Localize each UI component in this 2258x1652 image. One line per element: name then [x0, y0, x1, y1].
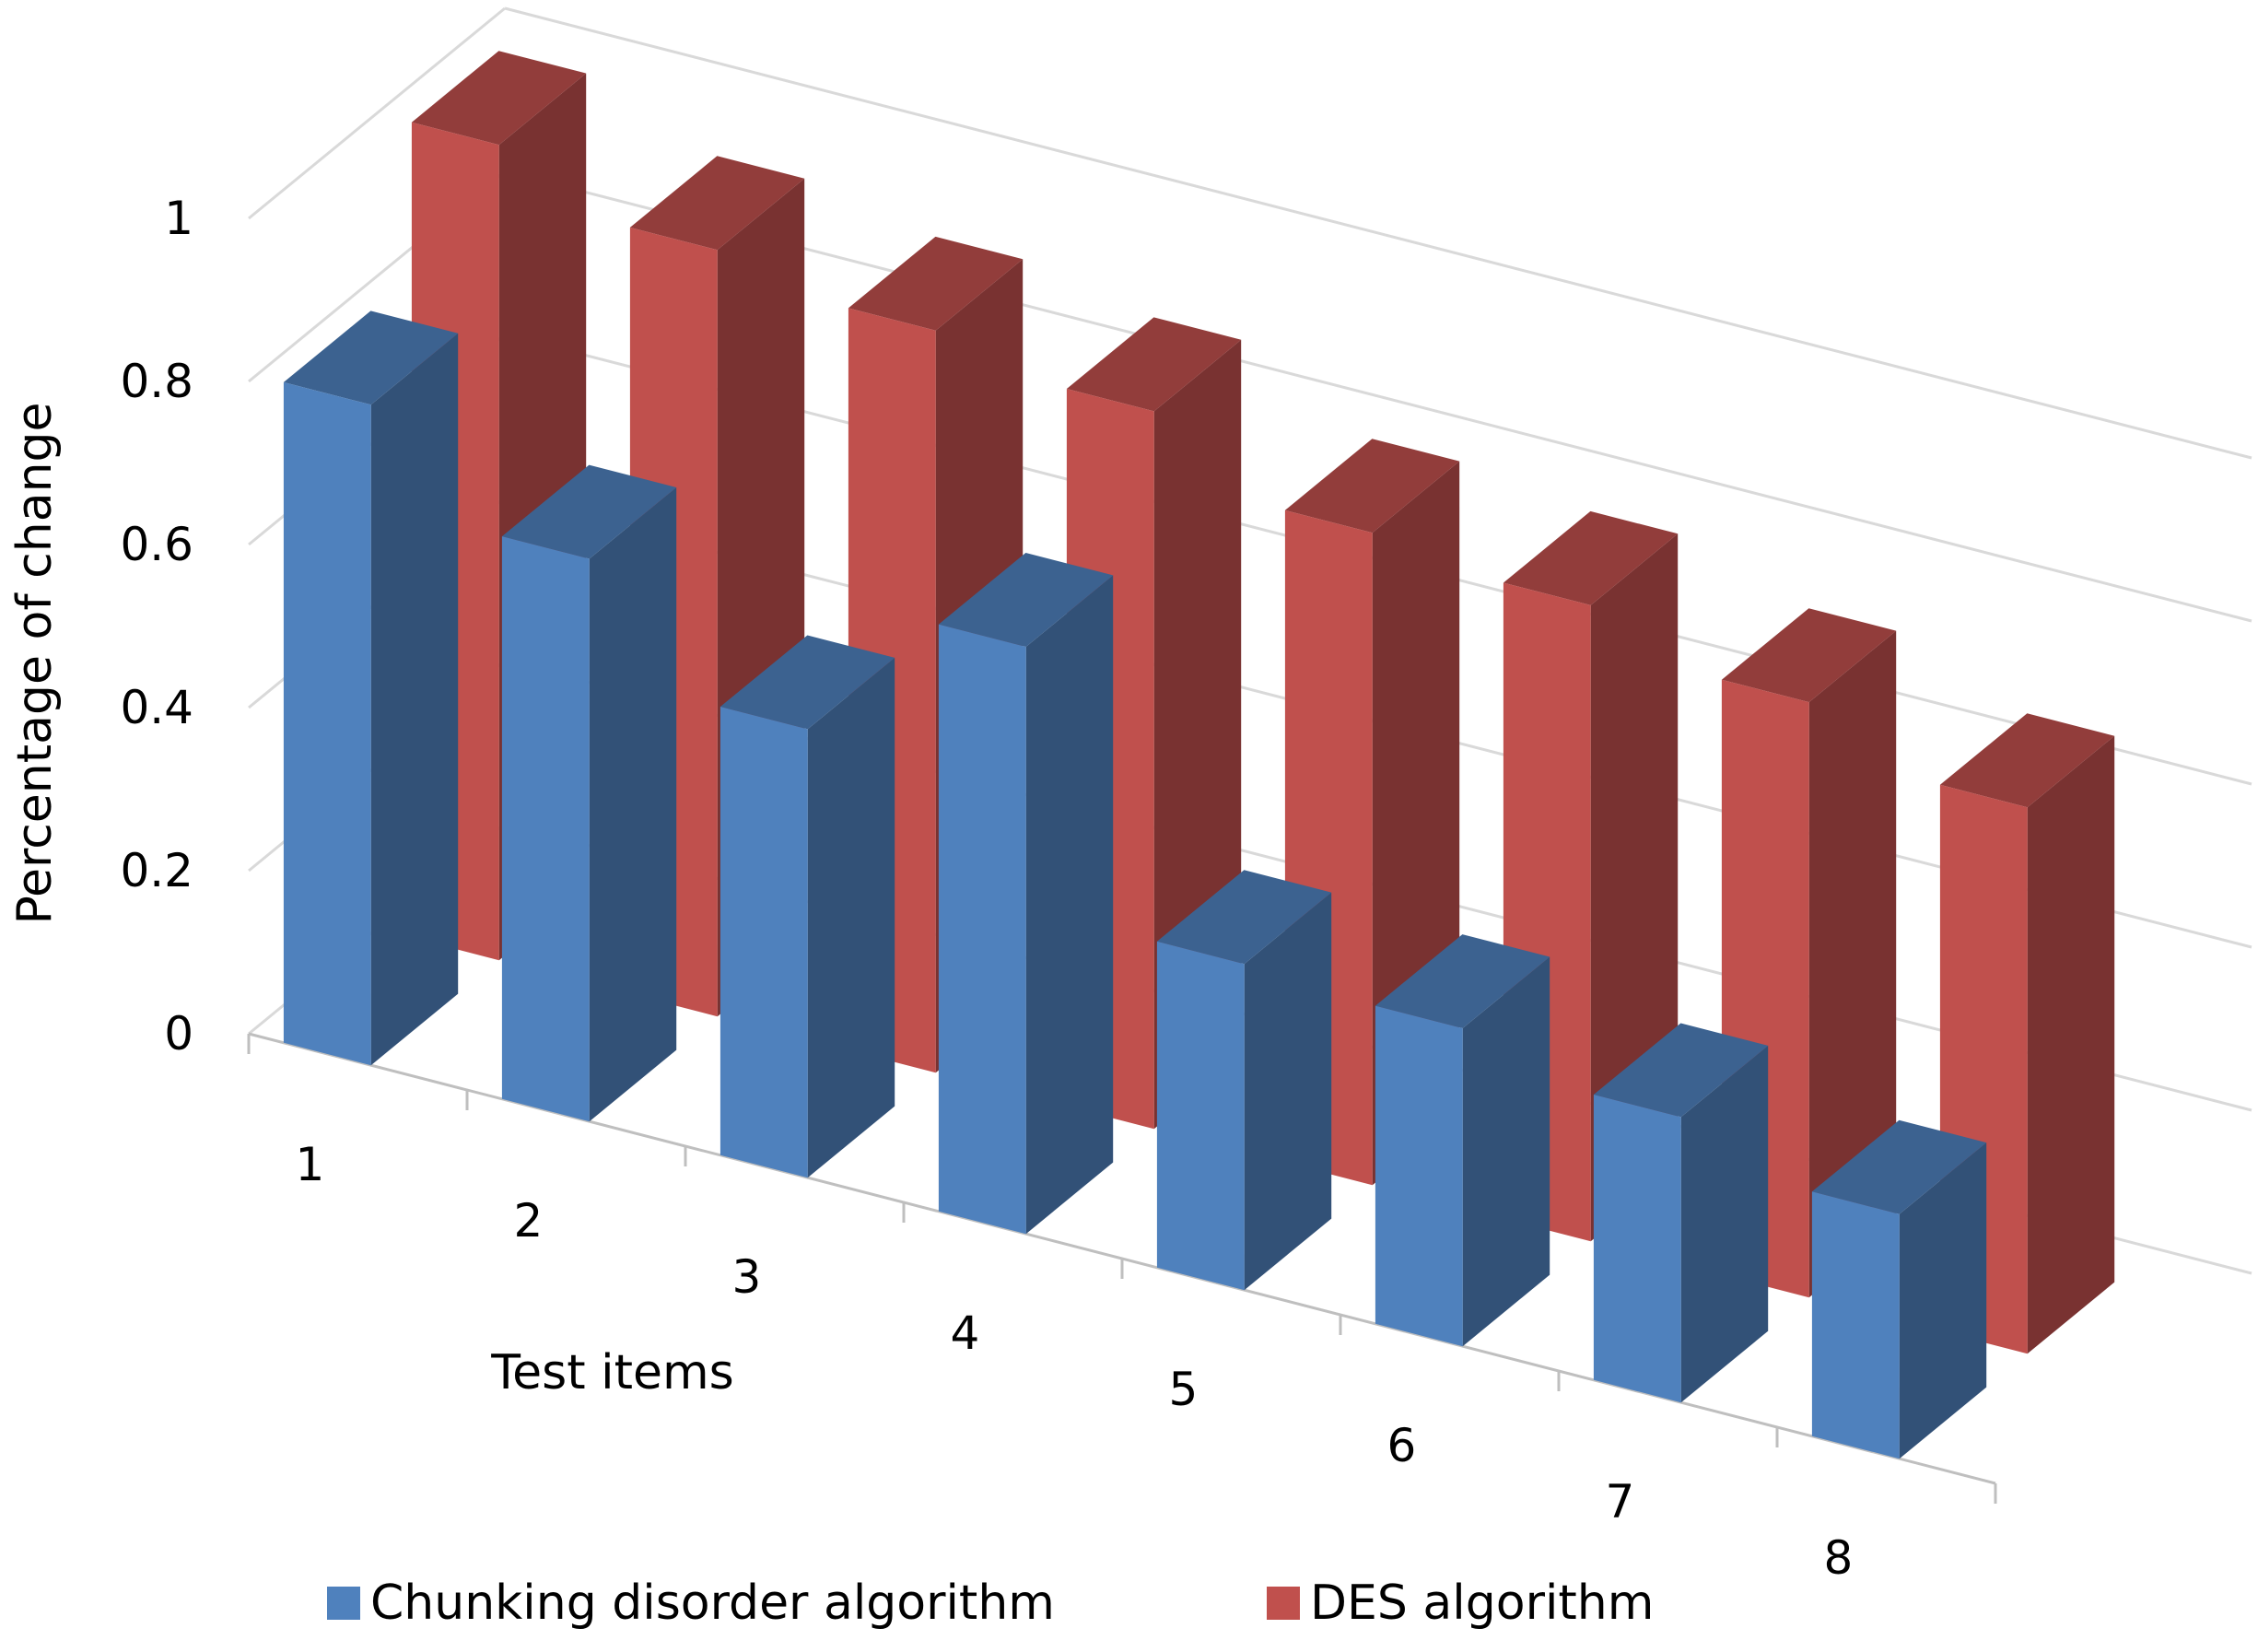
bar-side-face: [807, 657, 895, 1178]
bar-side-face: [1244, 892, 1332, 1291]
bar-top-face: [1593, 1023, 1769, 1118]
bar-side-face: [589, 487, 677, 1122]
bar-series0-item-3: [720, 635, 895, 1178]
bar-side-face: [1025, 575, 1114, 1235]
bar-side-face: [1899, 1142, 1987, 1459]
bar-series0-item-1: [283, 310, 459, 1066]
x-tick-label: 7: [1605, 1475, 1634, 1529]
legend: Chunking disorder algorithm DES algorith…: [327, 1576, 1654, 1631]
bar-front-face: [1593, 1095, 1681, 1403]
x-tick-label: 1: [295, 1138, 324, 1191]
y-tick-label: 0.8: [120, 355, 193, 408]
bar-series0-item-8: [1811, 1119, 1987, 1459]
bar-top-face: [848, 236, 1024, 331]
bar-top-face: [1284, 439, 1460, 533]
x-tick-label: 5: [1168, 1363, 1198, 1416]
x-tick-label: 8: [1823, 1531, 1853, 1585]
bar-series0-item-2: [501, 464, 677, 1122]
bar-top-face: [1503, 510, 1679, 605]
bar-side-face: [370, 333, 459, 1066]
legend-swatch-des: [1267, 1587, 1300, 1620]
bar-front-face: [501, 536, 590, 1122]
bar-top-face: [1156, 870, 1332, 965]
bar-series0-item-4: [938, 553, 1114, 1235]
bar-top-face: [1939, 713, 2115, 808]
bar-series0-item-5: [1156, 870, 1332, 1291]
legend-label-chunking: Chunking disorder algorithm: [370, 1576, 1055, 1631]
bar-top-face: [938, 553, 1114, 647]
x-tick-label: 4: [950, 1306, 979, 1360]
y-tick-label: 0.2: [120, 844, 193, 897]
legend-label-des: DES algorithm: [1310, 1576, 1654, 1631]
bar-top-face: [411, 51, 587, 146]
bar-top-face: [501, 464, 677, 559]
bar-top-face: [720, 635, 895, 730]
bar-top-face: [1066, 317, 1242, 412]
gridline-side: [248, 6, 506, 220]
chart-labels: 0 0.2 0.4 0.6 0.8 1 1 2 3 4 5 6 7 8: [120, 192, 1853, 1585]
legend-swatch-chunking: [327, 1587, 360, 1620]
bar-front-face: [1811, 1191, 1900, 1459]
bar-front-face: [1156, 941, 1245, 1291]
y-tick-label: 0: [164, 1007, 193, 1060]
y-tick-label: 0.6: [120, 518, 193, 571]
y-axis-title: Percentage of change: [7, 402, 63, 924]
bar-series0-item-7: [1593, 1023, 1769, 1403]
y-tick-label: 1: [164, 192, 193, 245]
x-axis-title: Test items: [490, 1345, 734, 1400]
x-tick-label: 3: [731, 1250, 761, 1304]
y-tick-label: 0.4: [120, 681, 193, 734]
bar-side-face: [1462, 956, 1550, 1347]
bar-series0-item-6: [1375, 934, 1550, 1347]
bar-front-face: [1375, 1005, 1463, 1347]
bar-top-face: [629, 156, 805, 251]
bar-top-face: [1375, 934, 1550, 1028]
x-tick-label: 2: [513, 1194, 543, 1248]
x-tick-label: 6: [1386, 1419, 1416, 1472]
chart-bars: [283, 51, 2115, 1459]
bar-front-face: [720, 707, 808, 1178]
bar-front-face: [283, 381, 371, 1066]
bar-side-face: [1808, 630, 1897, 1298]
bar-side-face: [1680, 1045, 1769, 1403]
gridline-back: [504, 6, 2252, 460]
bar-top-face: [283, 310, 459, 405]
bar-front-face: [938, 624, 1026, 1235]
bar-side-face: [2027, 735, 2115, 1354]
bar-top-face: [1811, 1119, 1987, 1214]
bar-top-face: [1721, 608, 1897, 703]
